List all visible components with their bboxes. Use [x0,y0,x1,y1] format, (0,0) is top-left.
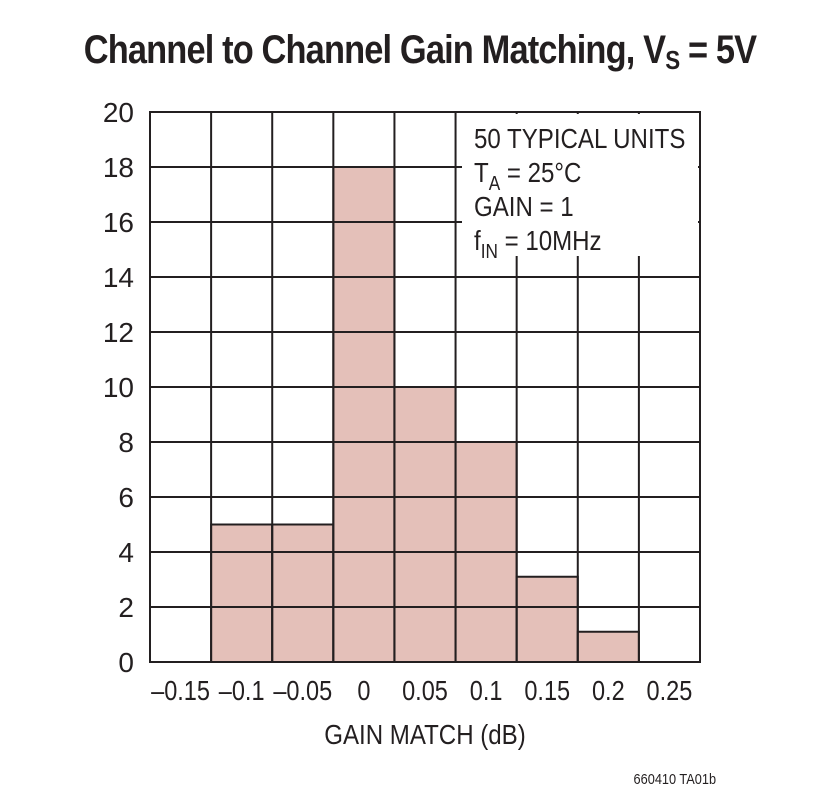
y-tick-label: 20 [103,97,134,128]
histogram-bar [393,386,457,663]
chart-title-main: Channel to Channel Gain Matching, V [83,28,666,72]
x-tick-label: 0.15 [524,676,570,706]
histogram-bar [576,630,640,663]
legend-background [462,114,698,256]
chart-title: Channel to Channel Gain Matching, VS = 5… [59,28,781,76]
grid-layer [150,112,700,662]
legend-line-tail: = 10MHz [498,224,602,256]
figure-code: 660410 TA01b [633,771,716,788]
legend-line: 50 TYPICAL UNITS [474,122,685,154]
legend-line-text: f [474,224,481,256]
histogram-bar [271,523,335,663]
y-tick-label: 10 [103,372,134,403]
histogram-bar [332,166,396,663]
x-tick-label: 0 [357,676,370,706]
y-tick-label: 2 [118,592,134,623]
x-axis-label: GAIN MATCH (dB) [324,718,526,750]
legend-line: fIN = 10MHz [474,224,602,262]
y-tick-label: 18 [103,152,134,183]
x-tick-label: –0.15 [151,676,210,706]
x-tick-label: 0.2 [592,676,625,706]
legend-line-text: T [474,156,489,188]
bars-layer [210,166,640,663]
y-tick-label: 14 [103,262,134,293]
y-tick-label: 0 [118,647,134,678]
x-tick-label: 0.25 [647,676,693,706]
legend-line-subscript: A [489,172,501,195]
legend-line-subscript: IN [481,240,498,263]
y-tick-label: 6 [118,482,134,513]
x-tick-labels: –0.15 –0.1 –0.05 0 0.05 0.1 0.15 0.2 0.25 [151,676,692,706]
legend-line-tail: = 25°C [500,156,581,188]
histogram-bar [210,523,274,663]
legend-line-text: GAIN = 1 [474,190,574,222]
y-tick-label: 12 [103,317,134,348]
legend-line: TA = 25°C [474,156,581,194]
x-tick-label: –0.05 [273,676,332,706]
y-tick-labels: 0 2 4 6 8 10 12 14 16 18 20 [103,97,134,678]
y-tick-label: 16 [103,207,134,238]
legend-line-text: 50 TYPICAL UNITS [474,122,685,154]
y-tick-label: 8 [118,427,134,458]
x-tick-label: –0.1 [219,676,265,706]
histogram-bar [515,575,579,663]
plot-frame [149,111,701,663]
y-tick-label: 4 [118,537,134,568]
x-tick-label: 0.05 [402,676,448,706]
chart-title-tail: = 5V [679,28,757,72]
legend-line: GAIN = 1 [474,190,574,222]
x-tick-label: 0.1 [470,676,503,706]
chart-title-subscript: S [665,45,680,75]
